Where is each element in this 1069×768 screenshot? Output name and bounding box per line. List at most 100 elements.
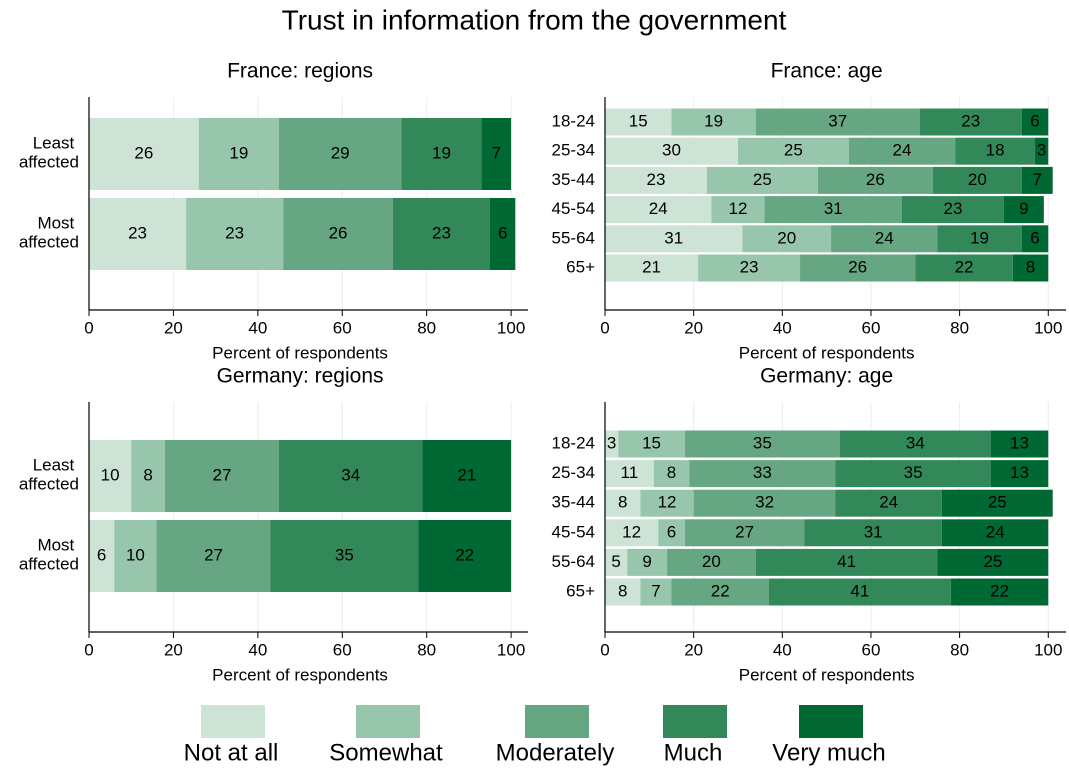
legend-swatch: [356, 705, 420, 738]
y-tick-label: 25-34: [552, 463, 595, 482]
data-label: 7: [1032, 170, 1041, 189]
x-tick-label: 40: [248, 640, 267, 659]
bar-segment: [950, 578, 1049, 606]
bar-segment: [755, 548, 938, 576]
data-label: 12: [658, 493, 677, 512]
data-label: 31: [824, 199, 843, 218]
bar-segment: [764, 196, 902, 224]
data-label: 20: [777, 228, 796, 247]
data-label: 21: [457, 465, 476, 484]
data-label: 23: [961, 111, 980, 130]
y-tick-label: 25-34: [552, 141, 595, 160]
x-tick-label: 0: [84, 318, 93, 337]
bar-segment: [933, 166, 1022, 194]
y-tick-label: 18-24: [552, 111, 595, 130]
data-label: 26: [848, 257, 867, 276]
data-label: 41: [850, 581, 869, 600]
y-tick-label: 35-44: [552, 170, 595, 189]
y-tick-label: 45-54: [552, 522, 595, 541]
bar-segment: [693, 489, 836, 517]
data-label: 12: [622, 522, 641, 541]
bar-segment: [605, 108, 672, 136]
data-label: 8: [618, 581, 627, 600]
data-label: 24: [893, 141, 912, 160]
x-tick-label: 60: [333, 318, 352, 337]
bar-segment: [915, 254, 1013, 282]
panel-title: France: regions: [227, 60, 373, 83]
x-axis-label: Percent of respondents: [739, 665, 915, 684]
bar-segment: [737, 137, 849, 165]
bar-segment: [800, 254, 916, 282]
legend-label: Very much: [772, 739, 885, 766]
data-label: 8: [667, 463, 676, 482]
data-label: 25: [753, 170, 772, 189]
data-label: 6: [97, 545, 106, 564]
bar-segment: [605, 548, 628, 576]
bar-segment: [671, 578, 770, 606]
data-label: 24: [986, 522, 1005, 541]
data-label: 27: [735, 522, 754, 541]
y-tick-label: Least affected: [19, 134, 79, 172]
bar-segment: [164, 440, 279, 512]
bar-segment: [653, 460, 690, 488]
data-label: 29: [331, 143, 350, 162]
legend-label: Not at all: [184, 739, 279, 766]
y-tick-label: 35-44: [552, 493, 595, 512]
bar-segment: [605, 460, 654, 488]
bar-segment: [848, 137, 956, 165]
data-label: 30: [662, 141, 681, 160]
data-label: 22: [711, 581, 730, 600]
x-tick-label: 40: [773, 318, 792, 337]
data-label: 25: [784, 141, 803, 160]
data-label: 26: [866, 170, 885, 189]
bar-segment: [114, 520, 157, 592]
x-tick-label: 80: [950, 640, 969, 659]
bar-segment: [418, 520, 512, 592]
data-label: 22: [955, 257, 974, 276]
y-tick-label: Least affected: [19, 456, 79, 494]
data-label: 20: [968, 170, 987, 189]
x-tick-label: 0: [600, 318, 609, 337]
bar-segment: [684, 430, 840, 458]
x-tick-label: 40: [773, 640, 792, 659]
bar-segment: [817, 166, 934, 194]
bar-segment: [392, 198, 491, 270]
data-label: 7: [651, 581, 660, 600]
bar-segment: [89, 520, 115, 592]
x-tick-label: 100: [497, 318, 525, 337]
bar-segment: [605, 137, 738, 165]
bar-segment: [401, 118, 482, 190]
bar-segment: [941, 519, 1049, 547]
bar-segment: [711, 196, 765, 224]
x-tick-label: 60: [333, 640, 352, 659]
bar-segment: [706, 166, 818, 194]
data-label: 24: [875, 228, 894, 247]
data-label: 25: [988, 493, 1007, 512]
data-label: 19: [432, 143, 451, 162]
legend-swatch: [201, 705, 265, 738]
bar-segment: [671, 108, 756, 136]
panel-title: Germany: age: [760, 365, 893, 388]
bar-segment: [1021, 166, 1053, 194]
data-label: 33: [753, 463, 772, 482]
data-label: 20: [702, 552, 721, 571]
legend-label: Moderately: [496, 739, 615, 766]
x-tick-label: 20: [164, 318, 183, 337]
data-label: 31: [664, 228, 683, 247]
y-tick-label: Most affected: [19, 214, 79, 252]
bar-segment: [698, 254, 801, 282]
data-label: 3: [1037, 141, 1046, 160]
bar-segment: [605, 254, 699, 282]
data-label: 19: [229, 143, 248, 162]
bar-segment: [605, 225, 743, 253]
data-label: 15: [629, 111, 648, 130]
data-label: 6: [667, 522, 676, 541]
data-label: 35: [904, 463, 923, 482]
bar-segment: [198, 118, 279, 190]
bar-segment: [658, 519, 685, 547]
bar-segment: [769, 578, 951, 606]
data-label: 19: [704, 111, 723, 130]
data-label: 34: [906, 433, 925, 452]
x-tick-label: 80: [417, 640, 436, 659]
data-label: 23: [128, 223, 147, 242]
